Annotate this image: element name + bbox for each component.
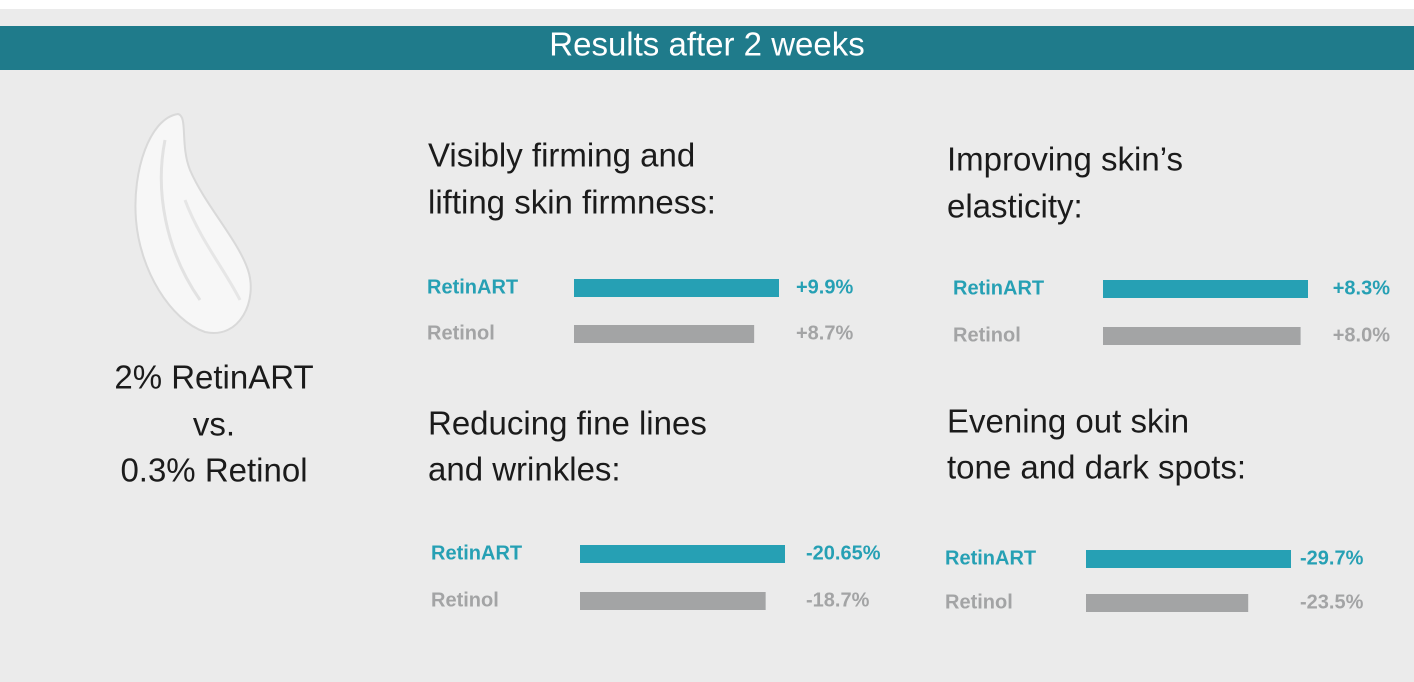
- top-strip: [0, 0, 1414, 9]
- value-label: +8.7%: [796, 322, 853, 344]
- category-label: Retinol: [431, 589, 499, 611]
- category-label: Retinol: [427, 322, 495, 344]
- value-label: +8.3%: [1333, 277, 1390, 299]
- chart-title: Evening out skin: [947, 403, 1189, 440]
- value-label: +9.9%: [796, 276, 853, 298]
- category-label: Retinol: [945, 591, 1013, 613]
- bar: [1086, 594, 1249, 612]
- value-label: -29.7%: [1300, 547, 1364, 569]
- category-label: Retinol: [953, 324, 1021, 346]
- category-label: RetinART: [427, 276, 518, 298]
- value-label: -20.65%: [806, 542, 881, 564]
- value-label: -18.7%: [806, 589, 870, 611]
- bar: [1103, 280, 1308, 298]
- category-label: RetinART: [953, 277, 1044, 299]
- chart-title: Reducing fine lines: [428, 405, 707, 442]
- bar: [580, 545, 785, 563]
- category-label: RetinART: [431, 542, 522, 564]
- chart-title: elasticity:: [947, 188, 1083, 225]
- bar: [1086, 550, 1291, 568]
- chart-title: Improving skin’s: [947, 141, 1183, 178]
- bar: [574, 325, 755, 343]
- bar: [1103, 327, 1301, 345]
- chart-title: and wrinkles:: [428, 451, 621, 488]
- value-label: +8.0%: [1333, 324, 1390, 346]
- chart-title: lifting skin firmness:: [428, 184, 716, 221]
- header-title: Results after 2 weeks: [549, 26, 864, 63]
- bar: [580, 592, 766, 610]
- header-bar: [0, 26, 1414, 70]
- comparison-line: vs.: [193, 406, 235, 443]
- chart-title: tone and dark spots:: [947, 449, 1246, 486]
- comparison-line: 0.3% Retinol: [120, 452, 307, 489]
- cream-smear: [134, 112, 252, 335]
- value-label: -23.5%: [1300, 591, 1364, 613]
- bar: [574, 279, 779, 297]
- category-label: RetinART: [945, 547, 1036, 569]
- comparison-line: 2% RetinART: [114, 359, 313, 396]
- chart-title: Visibly firming and: [428, 137, 695, 174]
